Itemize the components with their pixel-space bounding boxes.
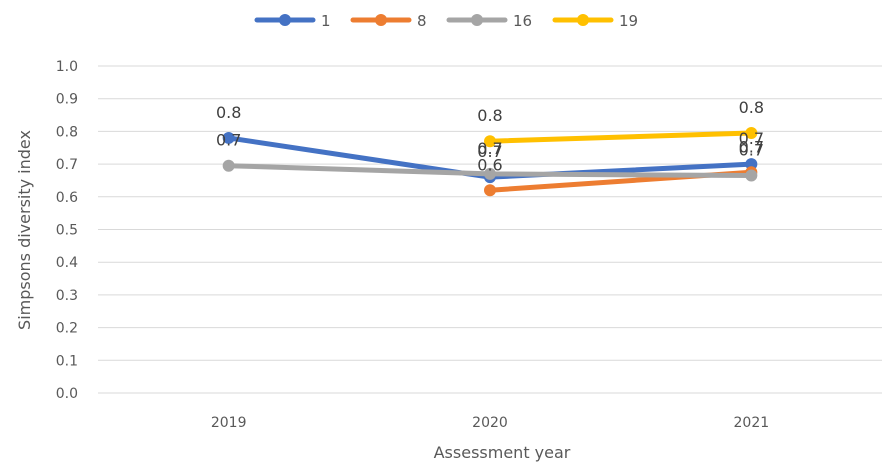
data-label: 0.7 xyxy=(739,129,764,148)
data-label: 0.6 xyxy=(477,155,502,174)
legend-item-1: 1 xyxy=(254,12,331,30)
legend-swatch-marker xyxy=(471,14,483,26)
series-19 xyxy=(484,127,758,148)
y-axis-ticks: 0.0 0.1 0.2 0.3 0.4 0.5 0.6 0.7 0.8 0.9 1.0 xyxy=(56,59,78,402)
y-tick-label: 0.2 xyxy=(56,321,78,337)
y-tick-label: 0.6 xyxy=(56,190,78,206)
data-point xyxy=(222,131,235,144)
y-tick-label: 0.0 xyxy=(56,386,78,402)
data-label: 0.8 xyxy=(477,106,502,125)
y-axis-title: Simpsons diversity index xyxy=(15,130,34,330)
x-tick-label: 2021 xyxy=(734,415,770,431)
data-point xyxy=(745,169,758,182)
y-tick-label: 0.9 xyxy=(56,92,78,108)
data-label: 0.7 xyxy=(739,137,764,156)
legend-item-16: 16 xyxy=(446,12,532,30)
legend-label: 19 xyxy=(619,12,638,30)
data-label: 0.7 xyxy=(477,139,502,158)
y-tick-label: 0.3 xyxy=(56,288,78,304)
data-label: 0.7 xyxy=(477,142,502,161)
legend-label: 16 xyxy=(513,12,532,30)
x-axis-ticks: 2019 2020 2021 xyxy=(211,415,769,431)
data-label: 0.7 xyxy=(739,141,764,160)
data-point xyxy=(484,135,496,148)
chart-legend: 1 8 16 19 xyxy=(254,12,638,30)
legend-item-8: 8 xyxy=(350,12,427,30)
y-tick-label: 0.7 xyxy=(56,157,78,173)
data-point xyxy=(484,167,496,180)
data-label: 0.7 xyxy=(216,131,241,150)
data-label: 0.8 xyxy=(739,98,764,117)
x-tick-label: 2019 xyxy=(211,415,247,431)
y-tick-label: 1.0 xyxy=(56,59,78,75)
series-line xyxy=(487,130,754,144)
legend-swatch-marker xyxy=(279,14,291,26)
series-16 xyxy=(222,159,758,182)
data-point xyxy=(222,159,235,172)
legend-swatch-marker xyxy=(375,14,387,26)
y-tick-label: 0.8 xyxy=(56,124,78,140)
data-point xyxy=(484,184,496,197)
data-point xyxy=(745,127,758,140)
data-labels: 0.80.70.70.60.70.7 0.7 0.70.8 0.8 xyxy=(216,98,764,174)
legend-swatch-marker xyxy=(577,14,589,26)
legend-item-19: 19 xyxy=(552,12,638,30)
series-lines xyxy=(222,127,758,197)
x-axis-title: Assessment year xyxy=(434,443,571,462)
data-label: 0.8 xyxy=(216,103,241,122)
x-tick-label: 2020 xyxy=(472,415,508,431)
legend-label: 8 xyxy=(417,12,427,30)
legend-label: 1 xyxy=(321,12,331,30)
y-tick-label: 0.1 xyxy=(56,353,78,369)
y-tick-label: 0.4 xyxy=(56,255,78,271)
y-tick-label: 0.5 xyxy=(56,223,78,239)
